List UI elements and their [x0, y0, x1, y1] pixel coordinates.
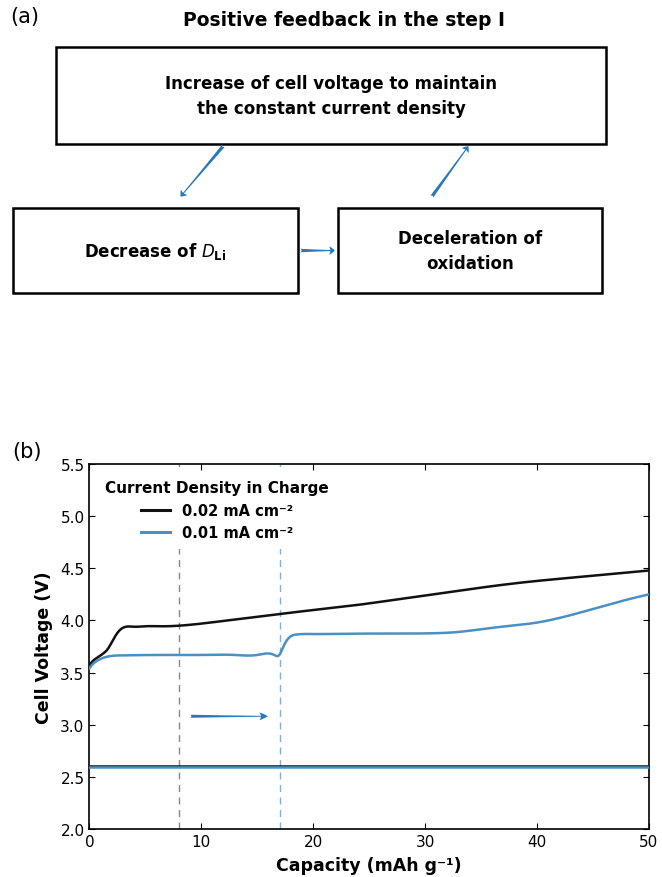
- Legend: 0.02 mA cm⁻², 0.01 mA cm⁻²: 0.02 mA cm⁻², 0.01 mA cm⁻²: [97, 472, 338, 549]
- FancyBboxPatch shape: [13, 209, 298, 294]
- X-axis label: Capacity (mAh g⁻¹): Capacity (mAh g⁻¹): [276, 856, 462, 873]
- Text: (a): (a): [10, 6, 39, 26]
- Text: Deceleration of
oxidation: Deceleration of oxidation: [398, 230, 542, 273]
- Text: (b): (b): [12, 441, 42, 461]
- Text: Decrease of $\mathit{D}_{\mathregular{Li}}$: Decrease of $\mathit{D}_{\mathregular{Li…: [85, 241, 226, 261]
- Text: Positive feedback in the step I: Positive feedback in the step I: [183, 11, 505, 30]
- FancyBboxPatch shape: [338, 209, 602, 294]
- Text: Increase of cell voltage to maintain
the constant current density: Increase of cell voltage to maintain the…: [165, 75, 497, 118]
- Y-axis label: Cell Voltage (V): Cell Voltage (V): [35, 571, 54, 723]
- FancyBboxPatch shape: [56, 48, 606, 145]
